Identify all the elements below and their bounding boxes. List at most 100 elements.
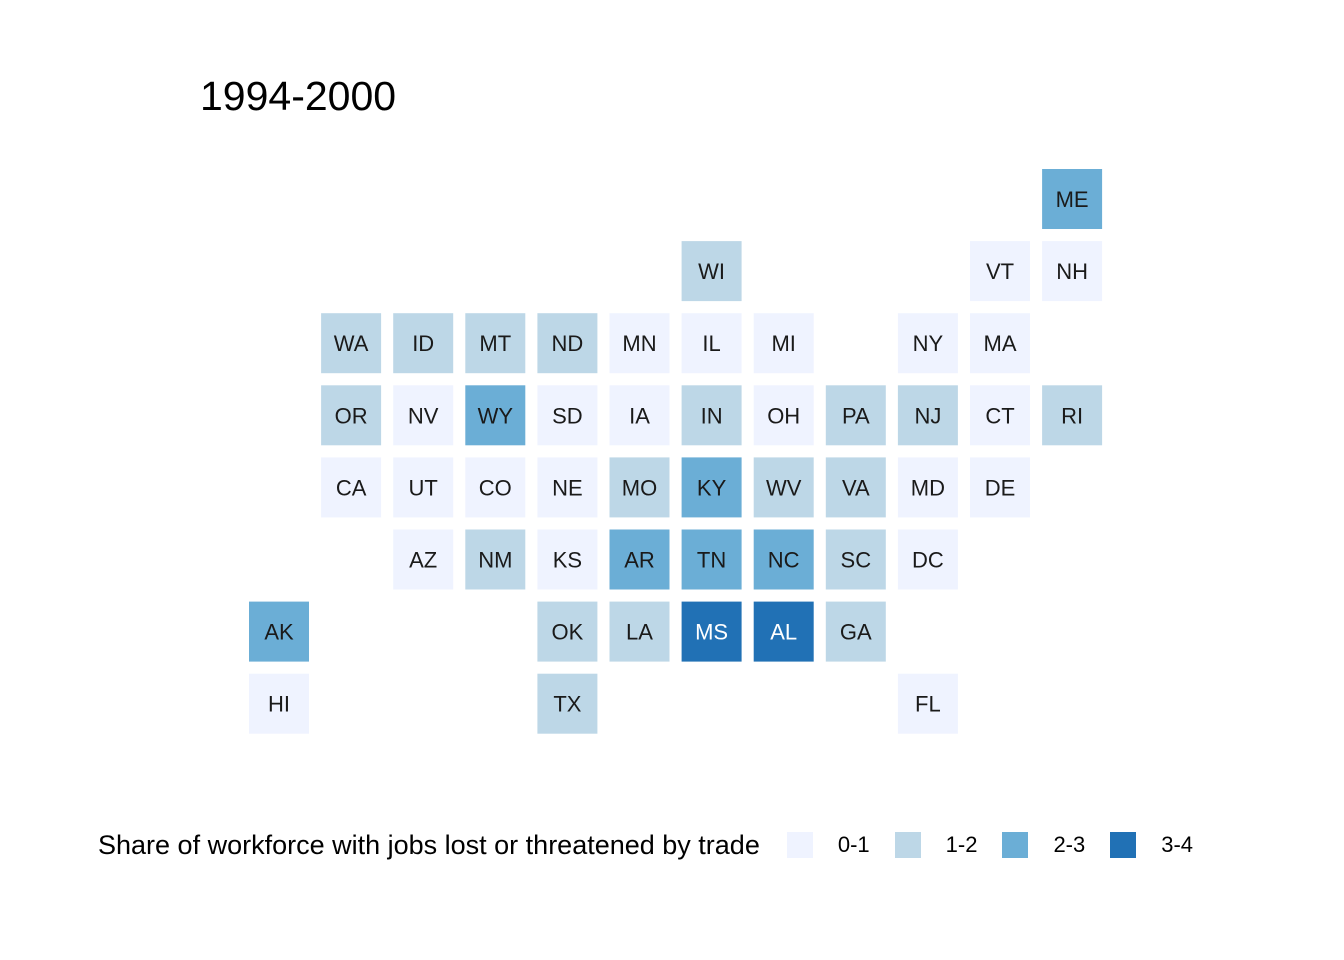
state-tile-rect bbox=[825, 385, 886, 446]
state-tile-rect bbox=[897, 313, 958, 374]
legend-label: 2-3 bbox=[1053, 832, 1086, 857]
state-tile-ri: RI bbox=[1042, 385, 1103, 446]
state-tile-co: CO bbox=[465, 457, 526, 518]
chart-title: 1994-2000 bbox=[200, 73, 397, 119]
legend-label: 3-4 bbox=[1161, 832, 1194, 857]
state-tile-rect bbox=[970, 457, 1030, 518]
state-label: SD bbox=[552, 403, 583, 428]
legend-label: 0-1 bbox=[837, 832, 870, 857]
state-label: MD bbox=[911, 475, 945, 500]
state-tile-rect bbox=[825, 601, 886, 662]
state-tile-ar: AR bbox=[609, 529, 670, 590]
state-label: CO bbox=[479, 475, 512, 500]
state-tile-va: VA bbox=[825, 457, 886, 518]
state-tile-nd: ND bbox=[537, 313, 598, 374]
state-tile-mi: MI bbox=[753, 313, 814, 374]
state-label: AZ bbox=[409, 548, 437, 573]
state-label: WY bbox=[478, 403, 514, 428]
state-label: MI bbox=[771, 331, 795, 356]
state-label: AK bbox=[264, 620, 294, 645]
state-label: NH bbox=[1056, 259, 1088, 284]
state-label: WI bbox=[698, 259, 725, 284]
state-tile-rect bbox=[537, 313, 598, 374]
state-tile-rect bbox=[321, 457, 382, 518]
state-tile-ma: MA bbox=[970, 313, 1030, 374]
state-tile-rect bbox=[970, 313, 1030, 374]
state-label: IN bbox=[701, 403, 723, 428]
state-label: NC bbox=[768, 548, 800, 573]
state-tile-rect bbox=[753, 313, 814, 374]
state-tile-ks: KS bbox=[537, 529, 598, 590]
state-tile-rect bbox=[681, 601, 742, 662]
state-label: VT bbox=[986, 259, 1014, 284]
state-tile-hi: HI bbox=[249, 673, 309, 734]
state-tile-ky: KY bbox=[681, 457, 742, 518]
state-tile-tx: TX bbox=[537, 673, 598, 734]
legend-item-2-3: 2-3 bbox=[1002, 832, 1085, 858]
legend-swatch bbox=[786, 832, 813, 858]
state-tile-rect bbox=[537, 385, 598, 446]
state-tile-dc: DC bbox=[897, 529, 958, 590]
state-tile-ca: CA bbox=[321, 457, 382, 518]
state-tile-il: IL bbox=[681, 313, 742, 374]
state-label: NM bbox=[478, 548, 512, 573]
state-tile-rect bbox=[321, 385, 382, 446]
state-tile-id: ID bbox=[393, 313, 454, 374]
state-tile-nc: NC bbox=[753, 529, 814, 590]
state-tile-rect bbox=[465, 529, 526, 590]
state-tile-rect bbox=[249, 673, 309, 734]
legend-swatch bbox=[1110, 832, 1137, 858]
state-label: DC bbox=[912, 548, 944, 573]
state-tile-az: AZ bbox=[393, 529, 454, 590]
state-tile-or: OR bbox=[321, 385, 382, 446]
legend-swatch bbox=[1002, 832, 1029, 858]
state-label: KY bbox=[697, 475, 727, 500]
state-tile-rect bbox=[609, 529, 670, 590]
state-tile-rect bbox=[1042, 241, 1103, 302]
state-tile-rect bbox=[465, 457, 526, 518]
legend-swatch bbox=[894, 832, 921, 858]
state-tile-ak: AK bbox=[249, 601, 309, 662]
state-tile-ok: OK bbox=[537, 601, 598, 662]
state-label: OR bbox=[335, 403, 368, 428]
state-tile-rect bbox=[609, 601, 670, 662]
state-label: ND bbox=[552, 331, 584, 356]
state-label: OK bbox=[552, 620, 584, 645]
state-tile-rect bbox=[825, 529, 886, 590]
state-tile-rect bbox=[321, 313, 382, 374]
state-tile-ia: IA bbox=[609, 385, 670, 446]
state-tile-rect bbox=[753, 457, 814, 518]
state-label: SC bbox=[841, 548, 872, 573]
state-tile-rect bbox=[897, 457, 958, 518]
state-tile-rect bbox=[970, 385, 1030, 446]
state-label: PA bbox=[842, 403, 870, 428]
state-tile-rect bbox=[681, 385, 742, 446]
state-tile-rect bbox=[393, 313, 454, 374]
state-label: IA bbox=[629, 403, 650, 428]
state-label: FL bbox=[915, 692, 941, 717]
state-label: AR bbox=[624, 548, 655, 573]
legend-label: 1-2 bbox=[945, 832, 978, 857]
state-label: TN bbox=[697, 548, 726, 573]
legend: Share of workforce with jobs lost or thr… bbox=[98, 822, 1218, 868]
state-tile-rect bbox=[753, 529, 814, 590]
state-label: IL bbox=[702, 331, 720, 356]
state-tile-ms: MS bbox=[681, 601, 742, 662]
state-tile-ut: UT bbox=[393, 457, 454, 518]
state-tile-me: ME bbox=[1042, 169, 1103, 229]
state-tile-rect bbox=[609, 313, 670, 374]
state-tile-rect bbox=[537, 601, 598, 662]
state-label: MT bbox=[479, 331, 511, 356]
state-tile-nv: NV bbox=[393, 385, 454, 446]
state-tile-rect bbox=[465, 385, 526, 446]
state-tile-tn: TN bbox=[681, 529, 742, 590]
state-tile-rect bbox=[393, 385, 454, 446]
state-label: CT bbox=[985, 403, 1014, 428]
state-label: ME bbox=[1056, 187, 1089, 212]
state-label: MA bbox=[984, 331, 1017, 356]
legend-item-1-2: 1-2 bbox=[894, 832, 978, 858]
state-tile-rect bbox=[681, 457, 742, 518]
state-tile-wy: WY bbox=[465, 385, 526, 446]
state-label: ID bbox=[412, 331, 434, 356]
state-tile-rect bbox=[465, 313, 526, 374]
